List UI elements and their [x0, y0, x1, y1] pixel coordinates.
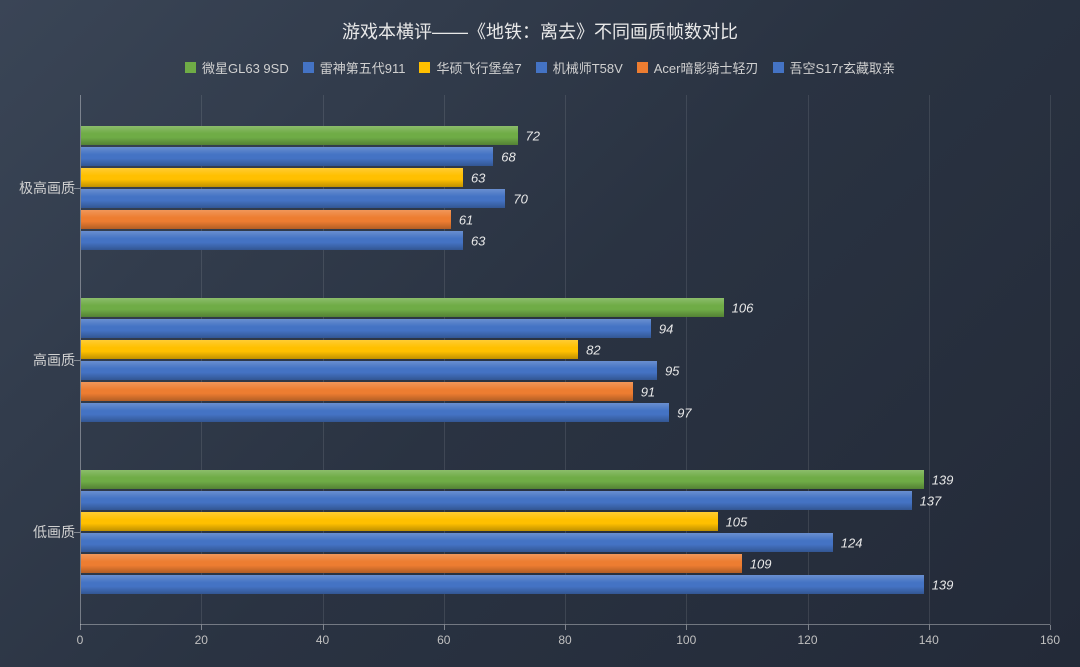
y-tick	[74, 360, 80, 361]
bar: 63	[81, 231, 463, 250]
legend-swatch	[637, 62, 648, 73]
bar: 94	[81, 319, 651, 338]
category-group: 高画质1069482959197	[80, 298, 1050, 422]
bar: 105	[81, 512, 718, 531]
category-group: 极高画质726863706163	[80, 126, 1050, 250]
bar-value-label: 139	[932, 577, 954, 592]
y-axis-label: 极高画质	[15, 178, 75, 198]
bar: 61	[81, 210, 451, 229]
x-axis-label: 80	[558, 633, 571, 647]
bar-value-label: 68	[501, 149, 515, 164]
legend-item: 华硕飞行堡垒7	[419, 58, 521, 77]
y-axis-label: 高画质	[15, 350, 75, 370]
bar-value-label: 61	[459, 212, 473, 227]
x-tick	[201, 625, 202, 630]
x-axis-label: 20	[195, 633, 208, 647]
bar-value-label: 137	[920, 493, 942, 508]
bar-value-label: 70	[513, 191, 527, 206]
legend-item: 吾空S17r玄藏取亲	[773, 58, 895, 77]
plot-area: 020406080100120140160极高画质726863706163高画质…	[80, 95, 1050, 625]
bar-value-label: 91	[641, 384, 655, 399]
legend: 微星GL63 9SD 雷神第五代911 华硕飞行堡垒7 机械师T58V Acer暗影骑士…	[0, 58, 1080, 77]
x-axis-label: 160	[1040, 633, 1060, 647]
bar-value-label: 109	[750, 556, 772, 571]
x-tick	[808, 625, 809, 630]
bar-value-label: 106	[732, 300, 754, 315]
x-tick	[929, 625, 930, 630]
bar: 70	[81, 189, 505, 208]
bar: 68	[81, 147, 493, 166]
bar: 72	[81, 126, 518, 145]
bar-value-label: 95	[665, 363, 679, 378]
bar: 95	[81, 361, 657, 380]
legend-swatch	[185, 62, 196, 73]
bar-value-label: 63	[471, 170, 485, 185]
bar: 106	[81, 298, 724, 317]
bar-value-label: 124	[841, 535, 863, 550]
x-axis-label: 60	[437, 633, 450, 647]
legend-label: 吾空S17r玄藏取亲	[790, 58, 895, 77]
x-tick	[80, 625, 81, 630]
x-tick	[444, 625, 445, 630]
bar-value-label: 94	[659, 321, 673, 336]
x-tick	[323, 625, 324, 630]
y-axis-label: 低画质	[15, 522, 75, 542]
y-tick	[74, 188, 80, 189]
category-group: 低画质139137105124109139	[80, 470, 1050, 594]
x-axis-label: 100	[676, 633, 696, 647]
bar: 139	[81, 470, 924, 489]
legend-swatch	[773, 62, 784, 73]
bar-value-label: 72	[526, 128, 540, 143]
bar-value-label: 82	[586, 342, 600, 357]
bar: 91	[81, 382, 633, 401]
bar: 97	[81, 403, 669, 422]
x-tick	[1050, 625, 1051, 630]
bar-value-label: 63	[471, 233, 485, 248]
legend-swatch	[303, 62, 314, 73]
bar: 82	[81, 340, 578, 359]
legend-label: 华硕飞行堡垒7	[436, 58, 521, 77]
legend-label: 雷神第五代911	[320, 58, 406, 77]
x-axis-label: 140	[919, 633, 939, 647]
legend-label: Acer暗影骑士轻刃	[654, 58, 759, 77]
x-tick	[565, 625, 566, 630]
legend-swatch	[536, 62, 547, 73]
bar: 109	[81, 554, 742, 573]
legend-swatch	[419, 62, 430, 73]
bar-value-label: 105	[726, 514, 748, 529]
bar: 137	[81, 491, 912, 510]
bar: 63	[81, 168, 463, 187]
x-axis-label: 0	[77, 633, 84, 647]
bar-value-label: 139	[932, 472, 954, 487]
chart-title: 游戏本横评——《地铁：离去》不同画质帧数对比	[0, 0, 1080, 44]
legend-item: 机械师T58V	[536, 58, 623, 77]
gridline	[1050, 95, 1051, 625]
x-tick	[686, 625, 687, 630]
y-tick	[74, 532, 80, 533]
legend-item: Acer暗影骑士轻刃	[637, 58, 759, 77]
bar-value-label: 97	[677, 405, 691, 420]
x-axis-label: 120	[797, 633, 817, 647]
legend-label: 机械师T58V	[553, 58, 623, 77]
legend-item: 雷神第五代911	[303, 58, 406, 77]
bar: 139	[81, 575, 924, 594]
x-axis-label: 40	[316, 633, 329, 647]
bar: 124	[81, 533, 833, 552]
legend-item: 微星GL63 9SD	[185, 58, 289, 77]
legend-label: 微星GL63 9SD	[202, 58, 289, 77]
